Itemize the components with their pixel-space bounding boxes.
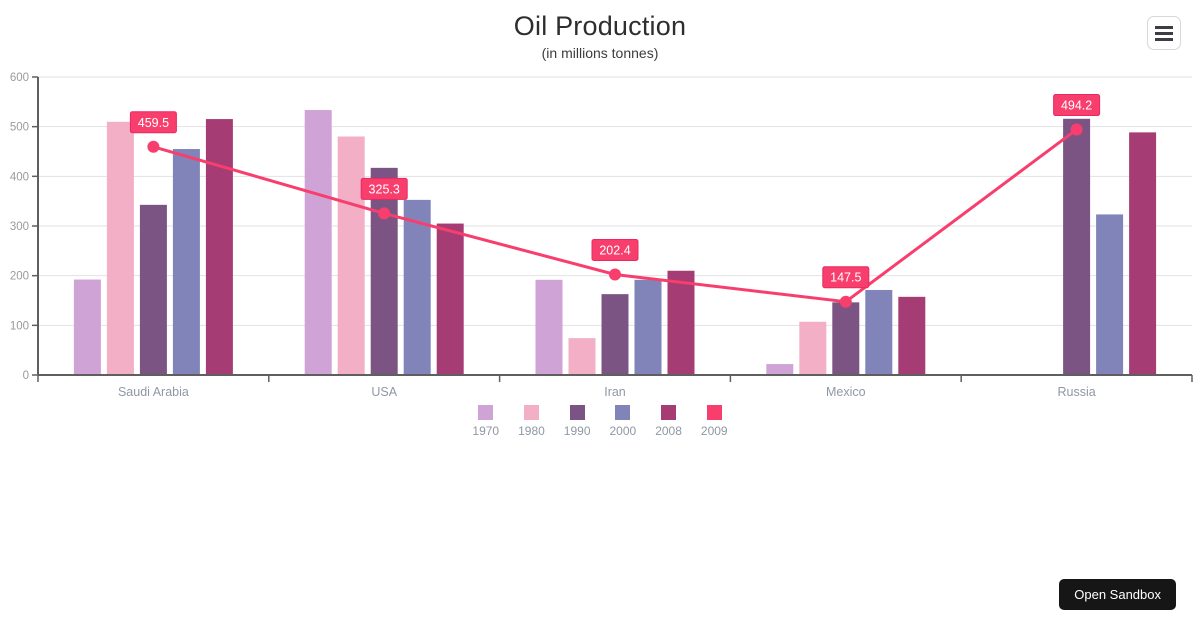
category-label-russia: Russia — [1057, 385, 1095, 399]
chart-subtitle: (in millions tonnes) — [541, 45, 659, 61]
bar-1980-saudi-arabia[interactable] — [106, 121, 134, 375]
data-label-iran: 202.4 — [599, 243, 630, 257]
legend-item-1970[interactable]: 1970 — [472, 405, 499, 438]
category-label-usa: USA — [371, 385, 397, 399]
legend-item-1980[interactable]: 1980 — [518, 405, 545, 438]
legend-item-2000[interactable]: 2000 — [609, 405, 637, 438]
bar-2008-russia[interactable] — [1129, 132, 1157, 375]
legend-label-1980: 1980 — [518, 424, 545, 438]
y-axis-label: 100 — [10, 320, 29, 332]
chart-title: Oil Production — [513, 11, 687, 41]
category-label-mexico: Mexico — [826, 385, 866, 399]
legend-item-2009[interactable]: 2009 — [701, 405, 728, 438]
legend-item-2008[interactable]: 2008 — [655, 405, 682, 438]
open-sandbox-button[interactable]: Open Sandbox — [1059, 579, 1176, 610]
data-label-box — [1053, 94, 1101, 117]
bar-1970-saudi-arabia[interactable] — [73, 279, 101, 375]
chart-menu-button[interactable] — [1147, 16, 1181, 50]
line-point-2009-mexico[interactable] — [839, 295, 852, 308]
line-point-2009-russia[interactable] — [1070, 123, 1083, 136]
bar-1990-russia[interactable] — [1063, 118, 1091, 376]
y-axis-label: 500 — [10, 122, 29, 134]
data-label-box — [129, 111, 177, 134]
data-label-usa: 325.3 — [369, 182, 400, 196]
line-point-2009-usa[interactable] — [378, 207, 391, 220]
bar-2000-mexico[interactable] — [865, 289, 893, 375]
legend-label-2008: 2008 — [655, 424, 682, 438]
bar-2000-russia[interactable] — [1096, 214, 1124, 375]
line-point-2009-iran[interactable] — [609, 268, 621, 281]
legend-item-1990[interactable]: 1990 — [564, 405, 591, 438]
legend-swatch-1980 — [523, 405, 539, 420]
line-point-2009-saudi-arabia[interactable] — [147, 140, 160, 153]
legend-label-1990: 1990 — [563, 424, 591, 438]
legend-swatch-2009 — [706, 405, 722, 420]
y-axis-label: 400 — [10, 171, 29, 183]
category-label-saudi-arabia: Saudi Arabia — [118, 385, 189, 399]
bar-2008-iran[interactable] — [667, 270, 695, 375]
chart-canvas: 0 100 200 300 400 500 600 Saudi Arabia USA Iran Me… — [10, 72, 1193, 399]
bar-2008-usa[interactable] — [436, 223, 464, 375]
bar-1980-iran[interactable] — [568, 338, 596, 375]
category-label-iran: Iran — [604, 385, 626, 399]
bar-1980-mexico[interactable] — [799, 321, 827, 375]
legend-swatch-1970 — [478, 405, 494, 420]
bar-1970-usa[interactable] — [304, 110, 332, 376]
bar-1970-mexico[interactable] — [766, 364, 794, 375]
bar-1990-usa[interactable] — [370, 167, 398, 375]
y-axis-label: 200 — [10, 271, 29, 283]
legend-swatch-1990 — [569, 405, 585, 420]
bar-1980-usa[interactable] — [337, 136, 365, 375]
legend-swatch-2008 — [661, 405, 677, 420]
data-label-mexico: 147.5 — [830, 271, 861, 285]
data-label-box — [360, 177, 408, 200]
bar-1990-saudi-arabia[interactable] — [139, 204, 167, 375]
bar-2000-iran[interactable] — [634, 279, 662, 375]
data-label-saudi-arabia: 459.5 — [138, 116, 169, 130]
data-label-box — [822, 266, 870, 289]
chart-legend: 1970 1980 1990 2000 2008 2009 — [0, 405, 1200, 438]
legend-label-2000: 2000 — [609, 424, 637, 438]
legend-label-2009: 2009 — [700, 424, 728, 438]
bar-1990-iran[interactable] — [601, 294, 629, 375]
y-axis-label: 0 — [23, 370, 29, 382]
data-label-box — [591, 238, 639, 261]
bar-1970-iran[interactable] — [535, 279, 563, 375]
bar-2000-saudi-arabia[interactable] — [172, 149, 200, 375]
bar-2000-usa[interactable] — [403, 199, 431, 375]
bar-2008-saudi-arabia[interactable] — [205, 119, 233, 376]
legend-label-1970: 1970 — [472, 424, 500, 438]
data-label-russia: 494.2 — [1061, 99, 1092, 113]
y-axis-label: 300 — [10, 221, 29, 233]
y-axis-label: 600 — [10, 72, 29, 84]
legend-swatch-2000 — [615, 405, 631, 420]
bar-1990-mexico[interactable] — [832, 302, 860, 375]
bar-2008-mexico[interactable] — [898, 296, 926, 375]
